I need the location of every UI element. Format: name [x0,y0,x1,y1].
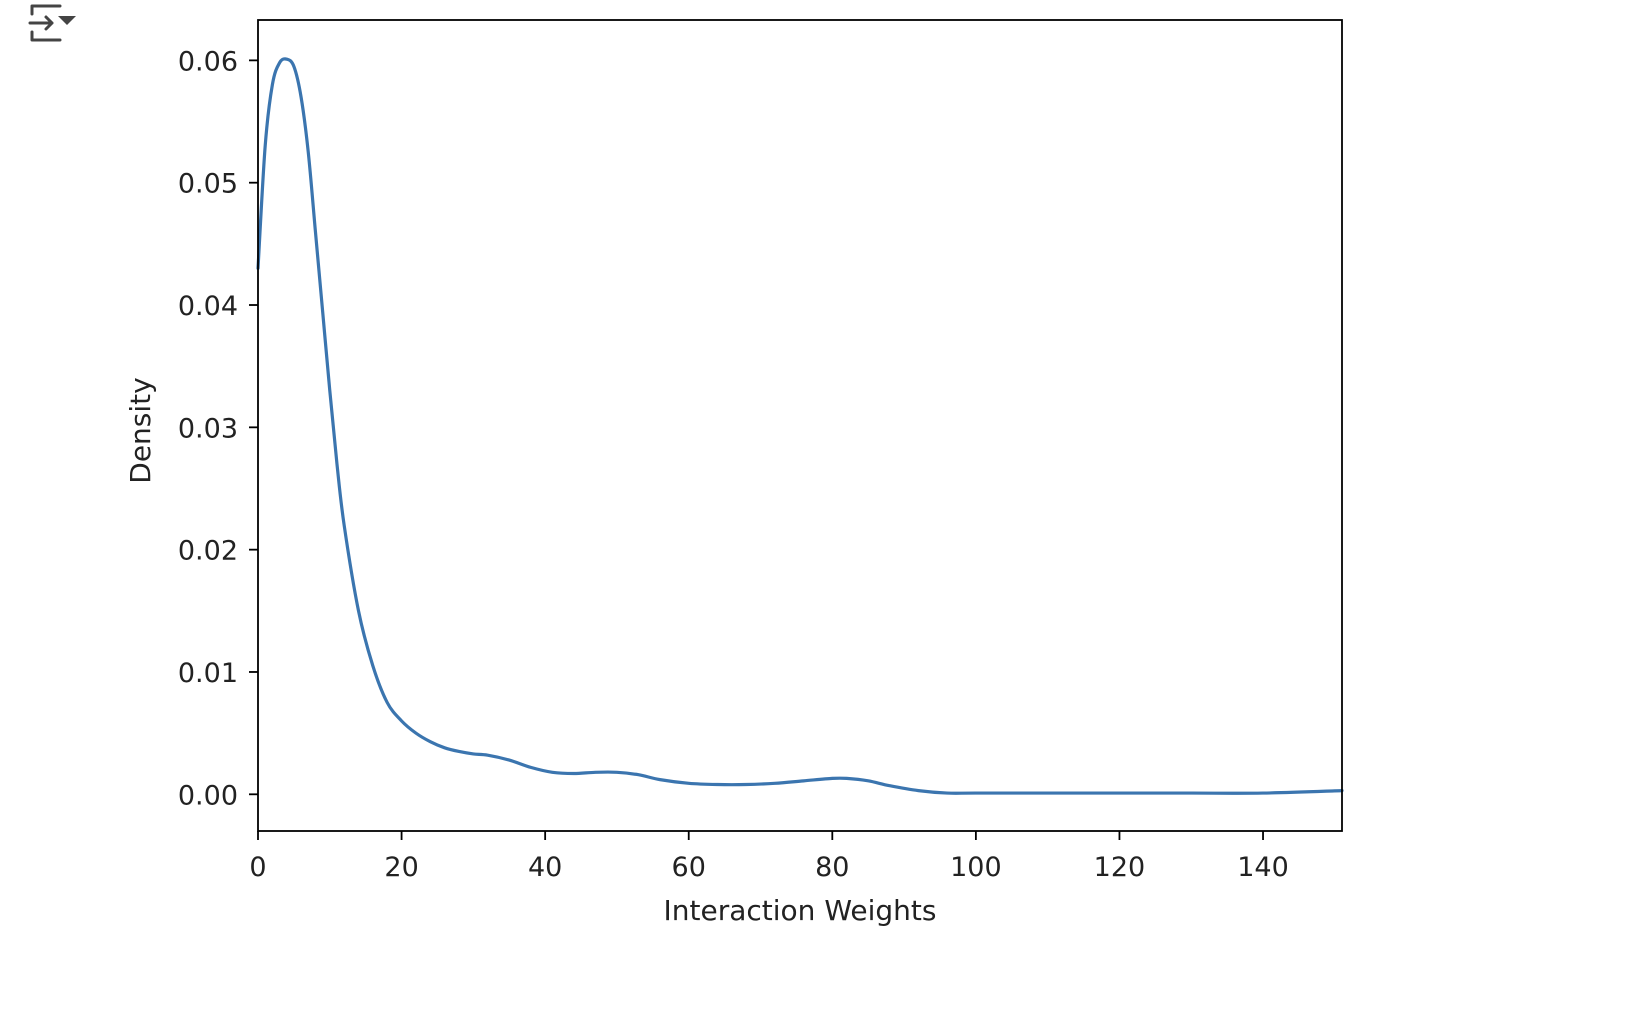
y-axis-label: Density [124,377,157,483]
x-tick-label: 120 [1094,852,1146,883]
y-tick-label: 0.06 [178,46,238,77]
y-tick-label: 0.01 [178,658,238,689]
plot-frame [257,19,1343,832]
x-tick-label: 60 [672,852,706,883]
y-tick-label: 0.00 [178,780,238,811]
x-tick-label: 0 [249,852,266,883]
x-axis-label: Interaction Weights [664,894,937,927]
y-tick-label: 0.03 [178,413,238,444]
plot-area [256,19,1344,832]
y-tick-label: 0.02 [178,536,238,567]
x-axis: 0 20 40 60 80 100 120 140 [249,831,1289,883]
output-collapse-icon[interactable] [26,2,78,44]
x-tick-label: 40 [528,852,562,883]
x-tick-label: 20 [384,852,418,883]
x-tick-label: 100 [950,852,1002,883]
y-tick-label: 0.05 [178,169,238,200]
density-line [256,57,1344,795]
x-tick-label: 80 [815,852,849,883]
x-tick-label: 140 [1237,852,1289,883]
y-tick-label: 0.04 [178,291,238,322]
y-axis: 0.00 0.01 0.02 0.03 0.04 0.05 0.06 [178,46,258,811]
